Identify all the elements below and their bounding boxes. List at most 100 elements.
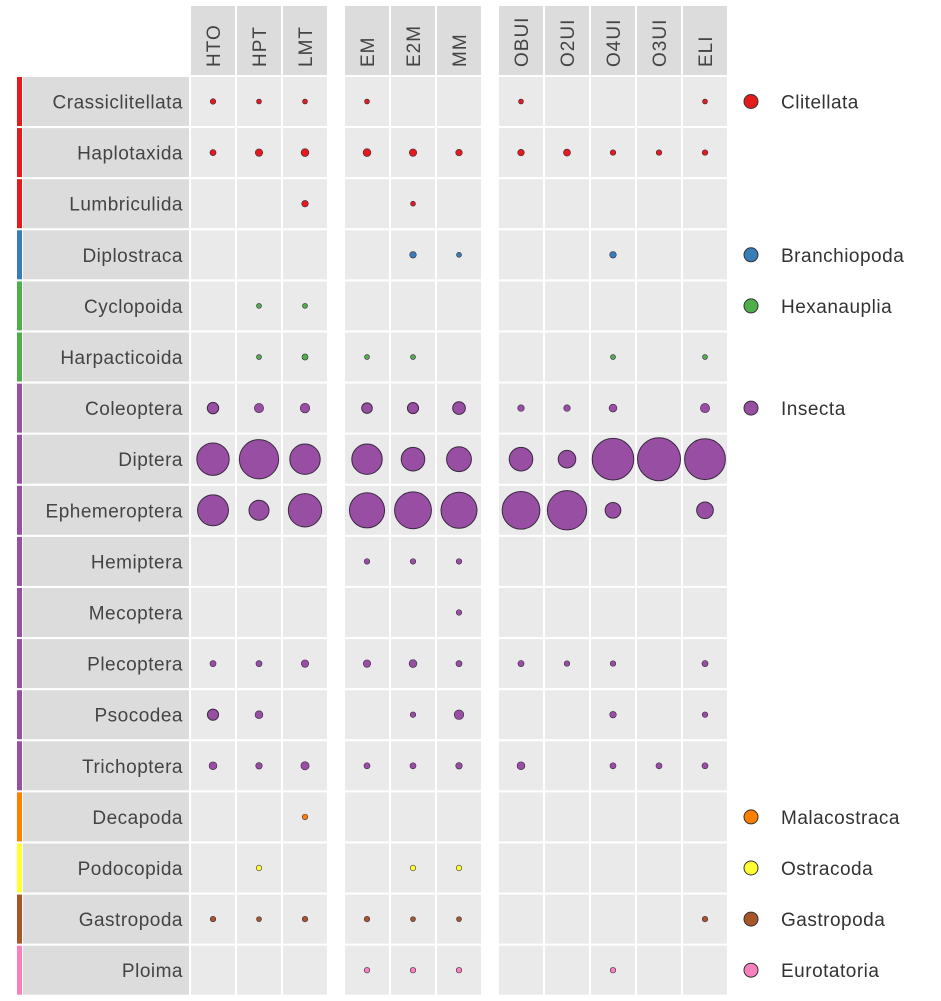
bubble-plecoptera-lmt	[300, 659, 310, 668]
grid-cell	[637, 690, 681, 740]
bubble-diptera-mm	[446, 446, 472, 473]
bubble-harpacticoida-eli	[702, 354, 708, 360]
bubble-hemiptera-em	[363, 558, 371, 565]
grid-cell	[637, 77, 681, 126]
legend-marker-insecta	[743, 400, 759, 416]
row-label-coleoptera: Coleoptera	[85, 399, 183, 420]
grid-cell	[545, 894, 589, 944]
bubble-trichoptera-o4ui	[609, 762, 617, 770]
bubble-plecoptera-hto	[209, 660, 217, 667]
grid-cell	[283, 945, 327, 995]
bubble-ephemeroptera-obui	[501, 490, 541, 530]
grid-cell	[391, 77, 435, 126]
bubble-diptera-o3ui	[637, 437, 681, 482]
grid-cell	[545, 281, 589, 331]
bubble-trichoptera-o3ui	[655, 762, 663, 770]
grid-cell	[499, 690, 543, 740]
class-stripe	[17, 536, 22, 586]
bubble-ephemeroptera-mm	[440, 491, 478, 529]
bubble-diplostraca-e2m	[409, 251, 417, 259]
column-label-obui: OBUI	[512, 17, 533, 67]
grid-cell	[191, 945, 235, 995]
grid-cell	[545, 77, 589, 126]
grid-cell	[637, 485, 681, 535]
class-stripe	[17, 281, 22, 331]
grid-cell	[345, 230, 389, 280]
grid-cell	[391, 792, 435, 842]
bubble-psocodea-hpt	[254, 710, 264, 719]
row-label-psocodea: Psocodea	[94, 706, 183, 727]
legend-marker-eurotatoria	[743, 962, 759, 978]
bubble-ploima-e2m	[409, 967, 417, 974]
bubble-haplotaxida-o2ui	[563, 148, 571, 157]
bubble-gastropoda-e2m	[410, 916, 416, 922]
bubble-coleoptera-hpt	[254, 403, 264, 414]
column-label-e2m: E2M	[404, 25, 425, 67]
bubble-ploima-mm	[455, 967, 463, 974]
row-label-gastropoda: Gastropoda	[79, 910, 183, 931]
class-stripe	[17, 77, 22, 126]
bubble-diptera-lmt	[289, 443, 321, 475]
bubble-harpacticoida-em	[364, 354, 370, 360]
bubble-plecoptera-eli	[701, 660, 709, 667]
row-label-ephemeroptera: Ephemeroptera	[46, 501, 183, 522]
bubble-gastropoda-hto	[209, 916, 217, 923]
bubble-coleoptera-o2ui	[563, 404, 571, 412]
row-label-haplotaxida: Haplotaxida	[77, 144, 183, 165]
grid-cell	[499, 588, 543, 637]
column-label-eli: ELI	[696, 35, 717, 67]
grid-cell	[637, 792, 681, 842]
bubble-plecoptera-o2ui	[563, 660, 571, 667]
grid-cell	[437, 332, 481, 382]
grid-cell	[637, 588, 681, 637]
grid-cell	[437, 792, 481, 842]
grid-cell	[283, 536, 327, 586]
bubble-gastropoda-lmt	[301, 916, 309, 923]
bubble-haplotaxida-eli	[701, 149, 709, 156]
bubble-lumbriculida-lmt	[301, 200, 309, 208]
grid-cell	[591, 792, 635, 842]
grid-cell	[283, 843, 327, 893]
bubble-coleoptera-mm	[452, 401, 466, 415]
bubble-trichoptera-hto	[208, 761, 218, 771]
class-stripe	[17, 179, 22, 229]
column-label-o3ui: O3UI	[650, 19, 671, 67]
column-label-hpt: HPT	[250, 26, 271, 67]
bubble-diptera-hto	[196, 442, 230, 476]
legend-label-gastropoda: Gastropoda	[781, 910, 885, 931]
grid-cell	[545, 945, 589, 995]
grid-cell	[591, 894, 635, 944]
grid-cell	[191, 536, 235, 586]
row-label-crassiclitellata: Crassiclitellata	[53, 93, 183, 114]
column-header-cell	[437, 6, 481, 75]
bubble-coleoptera-o4ui	[608, 403, 618, 413]
grid-cell	[283, 588, 327, 637]
grid-cell	[499, 894, 543, 944]
grid-cell	[391, 588, 435, 637]
grid-cell	[345, 179, 389, 229]
bubble-diptera-em	[351, 443, 383, 475]
bubble-crassiclitellata-hto	[209, 98, 217, 105]
bubble-diptera-o2ui	[557, 449, 577, 469]
bubble-diplostraca-o4ui	[609, 251, 617, 259]
row-label-cell	[23, 77, 189, 126]
bubble-psocodea-e2m	[409, 711, 417, 718]
bubble-diplostraca-mm	[456, 252, 462, 258]
bubble-trichoptera-em	[363, 762, 371, 770]
bubble-psocodea-eli	[701, 711, 709, 718]
class-stripe	[17, 639, 22, 689]
class-stripe	[17, 434, 22, 484]
grid-cell	[237, 945, 281, 995]
bubble-hemiptera-e2m	[409, 558, 417, 565]
row-label-cell	[23, 741, 189, 791]
grid-cell	[499, 945, 543, 995]
grid-cell	[591, 281, 635, 331]
bubble-plecoptera-hpt	[255, 660, 263, 667]
row-label-cell	[23, 179, 189, 229]
row-label-cell	[23, 383, 189, 433]
grid-cell	[591, 588, 635, 637]
grid-cell	[191, 792, 235, 842]
bubble-ephemeroptera-hto	[197, 494, 229, 527]
bubble-coleoptera-lmt	[299, 402, 311, 414]
row-label-cell	[23, 434, 189, 484]
